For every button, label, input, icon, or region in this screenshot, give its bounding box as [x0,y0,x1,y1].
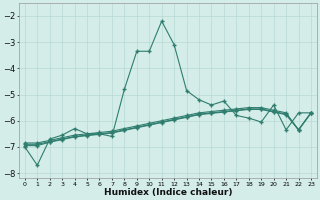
X-axis label: Humidex (Indice chaleur): Humidex (Indice chaleur) [104,188,232,197]
